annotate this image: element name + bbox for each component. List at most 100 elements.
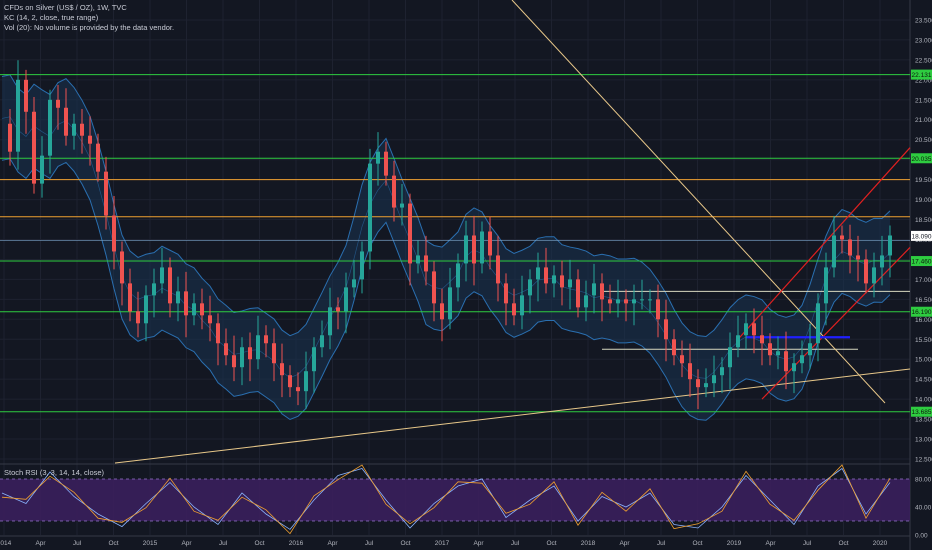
candle-body	[624, 299, 628, 304]
date-tick-label: 2018	[581, 540, 596, 547]
date-tick-label: Jul	[803, 540, 812, 547]
candle-body	[752, 323, 756, 336]
candle-body	[784, 351, 788, 372]
candle-body	[400, 203, 404, 208]
candle-body	[448, 287, 452, 320]
candle-body	[704, 383, 708, 388]
candle-body	[872, 267, 876, 284]
candle-body	[472, 235, 476, 264]
rsi-tick-label: 80.00	[915, 477, 932, 484]
date-tick-label: Jul	[657, 540, 666, 547]
candle-body	[664, 319, 668, 340]
price-tick-label: 13.000	[915, 437, 932, 444]
support-level-badge-text: 22.131	[912, 72, 932, 79]
support-level-badge-text: 17.460	[912, 259, 932, 266]
candle-body	[240, 347, 244, 368]
candle-body	[192, 303, 196, 316]
date-tick-label: Apr	[473, 540, 484, 547]
symbol-title: CFDs on Silver (US$ / OZ), 1W, TVC	[4, 3, 127, 12]
candle-body	[352, 279, 356, 288]
date-tick-label: Jul	[219, 540, 228, 547]
date-tick-label: Oct	[692, 540, 702, 547]
candle-body	[296, 387, 300, 392]
chart-legend: CFDs on Silver (US$ / OZ), 1W, TVC KC (1…	[4, 3, 174, 33]
candle-body	[320, 335, 324, 348]
price-tick-label: 20.500	[915, 137, 932, 144]
date-tick-label: Oct	[400, 540, 410, 547]
price-tick-label: 22.500	[915, 57, 932, 64]
candle-body	[200, 303, 204, 316]
candle-body	[80, 123, 84, 136]
candle-body	[600, 283, 604, 300]
candle-body	[616, 299, 620, 304]
rsi-band-fill	[0, 479, 910, 521]
candle-body	[360, 251, 364, 280]
price-tick-label: 13.500	[915, 417, 932, 424]
candle-body	[656, 299, 660, 320]
date-tick-label: 2020	[873, 540, 888, 547]
current-price-badge	[911, 230, 932, 241]
candle-body	[856, 255, 860, 260]
price-tick-label: 16.500	[915, 297, 932, 304]
price-tick-label: 17.000	[915, 277, 932, 284]
candle-body	[344, 287, 348, 312]
candle-body	[216, 323, 220, 344]
candle-body	[304, 371, 308, 392]
keltner-basis	[1, 116, 891, 379]
date-tick-label: Jul	[365, 540, 374, 547]
candle-body	[264, 335, 268, 344]
price-tick-label: 19.000	[915, 197, 932, 204]
candle-body	[392, 175, 396, 208]
date-tick-label: Jul	[511, 540, 520, 547]
candle-body	[456, 263, 460, 288]
candle-body	[840, 235, 844, 240]
candle-body	[584, 295, 588, 308]
candle-body	[800, 355, 804, 364]
candle-body	[608, 299, 612, 304]
candle-body	[280, 363, 284, 376]
candle-body	[560, 275, 564, 288]
candle-body	[112, 215, 116, 252]
candle-body	[336, 307, 340, 312]
date-tick-label: Oct	[254, 540, 264, 547]
support-level-badge	[911, 306, 932, 317]
candle-body	[696, 379, 700, 388]
price-tick-label: 14.500	[915, 377, 932, 384]
candle-body	[736, 335, 740, 348]
keltner-upper	[1, 74, 891, 337]
candle-body	[64, 107, 68, 136]
price-tick-label: 15.500	[915, 337, 932, 344]
candle-body	[768, 343, 772, 356]
candle-body	[672, 339, 676, 356]
candle-body	[152, 283, 156, 296]
candle-body	[776, 351, 780, 356]
date-tick-label: Jul	[73, 540, 82, 547]
candle-body	[592, 283, 596, 296]
candle-body	[712, 375, 716, 384]
candle-body	[512, 303, 516, 316]
candle-body	[128, 283, 132, 312]
candle-body	[440, 303, 444, 320]
candle-body	[208, 315, 212, 324]
price-tick-label: 22.000	[915, 77, 932, 84]
date-tick-label: 2015	[143, 540, 158, 547]
candle-body	[104, 171, 108, 216]
support-level-badge	[911, 256, 932, 267]
candle-body	[120, 251, 124, 284]
candle-body	[816, 303, 820, 344]
date-tick-label: 2017	[435, 540, 450, 547]
candle-body	[848, 239, 852, 256]
uptrend-line	[114, 368, 911, 464]
candle-body	[680, 355, 684, 364]
candle-body	[224, 343, 228, 356]
candle-body	[144, 295, 148, 324]
support-level-badge-text: 13.685	[912, 409, 932, 416]
date-tick-label: Apr	[765, 540, 776, 547]
candle-body	[56, 99, 60, 108]
candle-body	[424, 255, 428, 272]
candle-body	[880, 255, 884, 268]
candle-body	[632, 299, 636, 304]
candle-body	[720, 367, 724, 376]
candle-body	[648, 299, 652, 301]
